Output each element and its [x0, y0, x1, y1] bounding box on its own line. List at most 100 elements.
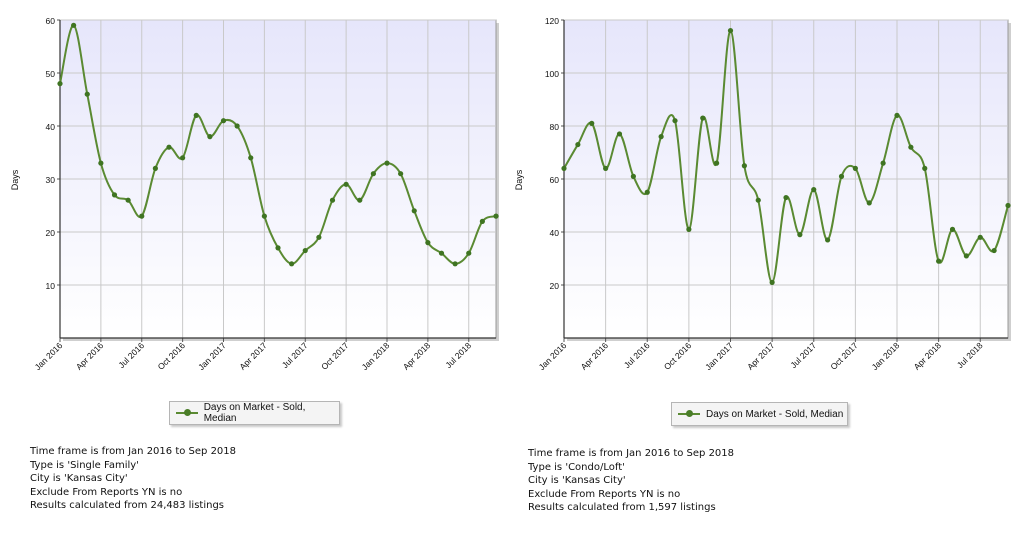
data-point: [658, 134, 664, 140]
data-point: [686, 226, 692, 232]
info-line: Time frame is from Jan 2016 to Sep 2018: [30, 446, 237, 457]
data-point: [411, 208, 417, 214]
data-point: [479, 218, 485, 224]
info-line: Exclude From Reports YN is no: [30, 486, 183, 498]
data-point: [783, 194, 789, 201]
y-axis-label: Days: [10, 169, 20, 190]
info-line: Type is 'Single Family': [30, 459, 139, 471]
data-point: [316, 234, 322, 240]
x-tick-label: Oct 2016: [156, 340, 188, 372]
chart-panel-single-family: 10 20 30 40 50 60 Jan 2016 Apr 2016 Jul 2016 Oct …: [0, 0, 509, 534]
info-line: Type is 'Condo/Loft': [528, 461, 625, 473]
x-tick-label: Jan 2018: [360, 340, 392, 372]
y-tick-label: 30: [46, 175, 56, 185]
x-tick-label: Jan 2017: [196, 340, 228, 372]
x-tick-label: Apr 2017: [745, 340, 777, 372]
legend-line-marker-icon: [176, 408, 198, 418]
x-tick-label: Oct 2017: [319, 340, 351, 372]
data-point: [894, 112, 900, 118]
data-point: [343, 181, 349, 187]
x-tick-label: Jan 2016: [537, 340, 569, 372]
data-point: [193, 112, 199, 118]
data-point: [302, 247, 308, 254]
data-point: [838, 173, 845, 179]
info-line: Time frame is from Jan 2016 to Sep 2018: [528, 448, 735, 459]
data-point: [329, 197, 336, 203]
data-point: [111, 192, 118, 198]
data-point: [398, 171, 404, 177]
x-tick-label: Apr 2017: [237, 340, 269, 372]
data-point: [84, 91, 90, 97]
data-point: [493, 213, 499, 219]
data-point: [755, 197, 761, 203]
y-tick-label: 40: [46, 122, 56, 132]
data-point: [166, 144, 172, 150]
data-point: [797, 232, 803, 238]
data-point: [139, 213, 145, 219]
data-point: [466, 250, 472, 256]
legend-label: Days on Market - Sold, Median: [706, 408, 844, 420]
x-tick-label: Jul 2016: [622, 340, 652, 370]
data-point: [811, 187, 817, 193]
data-point: [700, 115, 706, 121]
data-point: [220, 118, 227, 124]
data-point: [234, 123, 240, 129]
y-tick-label: 20: [550, 281, 560, 291]
data-point: [57, 81, 63, 87]
data-point: [672, 118, 678, 124]
x-tick-label: Oct 2016: [662, 340, 694, 372]
info-line: Exclude From Reports YN is no: [528, 488, 681, 500]
data-point: [98, 160, 104, 166]
data-point: [769, 279, 775, 285]
data-point: [357, 197, 363, 203]
y-tick-label: 120: [545, 16, 559, 26]
info-line: Results calculated from 24,483 listings: [30, 500, 225, 511]
info-line: City is 'Kansas City': [528, 475, 626, 486]
info-line: City is 'Kansas City': [30, 473, 128, 484]
data-point: [922, 165, 928, 171]
data-point: [949, 226, 956, 232]
y-tick-label: 40: [550, 228, 560, 238]
y-tick-label: 50: [46, 69, 56, 79]
data-point: [936, 258, 942, 264]
data-point: [825, 237, 831, 243]
legend-line-marker-icon: [678, 409, 700, 419]
y-tick-label: 100: [545, 69, 559, 79]
x-tick-label: Apr 2018: [912, 340, 944, 372]
data-point: [630, 173, 636, 179]
data-point: [991, 247, 997, 254]
report-criteria: Time frame is from Jan 2016 to Sep 2018 …: [528, 447, 734, 515]
y-tick-label: 10: [46, 281, 56, 291]
y-tick-label: 20: [46, 228, 56, 238]
data-point: [727, 28, 734, 34]
data-point: [963, 253, 969, 259]
data-point: [125, 197, 131, 203]
x-tick-label: Apr 2018: [401, 340, 433, 372]
data-point: [275, 245, 281, 251]
data-point: [71, 22, 77, 28]
data-point: [908, 144, 914, 150]
x-tick-label: Jul 2016: [116, 340, 146, 370]
y-axis-label: Days: [514, 169, 524, 190]
data-point: [741, 163, 747, 169]
data-point: [575, 141, 581, 148]
x-tick-label: Jan 2018: [870, 340, 902, 372]
data-point: [180, 155, 186, 161]
data-point: [207, 134, 213, 140]
chart-legend: Days on Market - Sold, Median: [671, 402, 848, 426]
data-point: [880, 160, 886, 166]
data-point: [261, 213, 267, 219]
data-point: [289, 261, 295, 267]
data-point: [603, 165, 609, 171]
x-tick-label: Jul 2017: [280, 340, 310, 370]
data-point: [384, 160, 390, 166]
x-tick-label: Jan 2016: [33, 340, 65, 372]
data-point: [616, 131, 623, 137]
x-tick-label: Apr 2016: [579, 340, 611, 372]
report-criteria: Time frame is from Jan 2016 to Sep 2018 …: [30, 445, 236, 513]
data-point: [248, 155, 254, 161]
legend-label: Days on Market - Sold, Median: [203, 402, 306, 424]
data-point: [561, 165, 567, 171]
chart-legend: Days on Market - Sold, Median: [169, 401, 340, 425]
y-tick-label: 80: [550, 122, 560, 132]
